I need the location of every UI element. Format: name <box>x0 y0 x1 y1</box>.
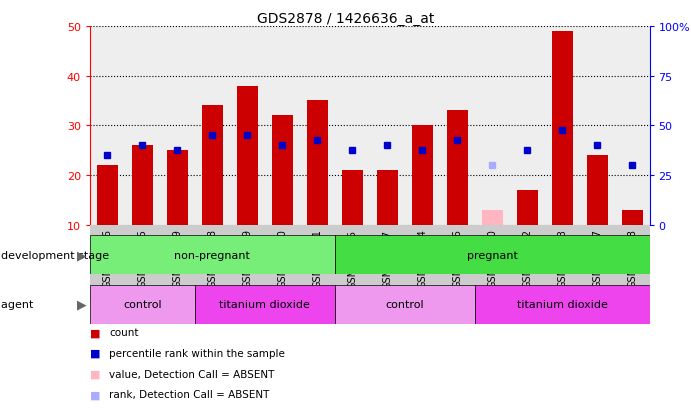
Text: GDS2878 / 1426636_a_at: GDS2878 / 1426636_a_at <box>257 12 434 26</box>
Bar <box>377 171 398 225</box>
Text: GSM180982: GSM180982 <box>522 229 532 288</box>
Bar <box>334 285 475 324</box>
Bar <box>482 210 502 225</box>
Text: GSM180978: GSM180978 <box>207 229 217 288</box>
Text: GSM180984: GSM180984 <box>417 229 427 287</box>
Bar <box>334 235 650 275</box>
Text: value, Detection Call = ABSENT: value, Detection Call = ABSENT <box>109 369 274 379</box>
Text: rank, Detection Call = ABSENT: rank, Detection Call = ABSENT <box>109 389 269 399</box>
Text: GSM180986: GSM180986 <box>452 229 462 287</box>
Text: titanium dioxide: titanium dioxide <box>517 299 607 310</box>
Bar <box>90 235 334 275</box>
Bar <box>307 101 328 225</box>
Bar <box>97 166 117 225</box>
Bar <box>202 106 223 225</box>
Bar <box>132 146 153 225</box>
Text: GSM180989: GSM180989 <box>172 229 182 287</box>
Text: GSM180983: GSM180983 <box>557 229 567 287</box>
Text: ■: ■ <box>90 348 100 358</box>
Text: GSM180980: GSM180980 <box>277 229 287 287</box>
Text: ■: ■ <box>90 369 100 379</box>
Text: ▶: ▶ <box>77 249 86 261</box>
Bar <box>517 190 538 225</box>
Bar <box>237 86 258 225</box>
Bar <box>341 171 363 225</box>
Text: ■: ■ <box>90 328 100 337</box>
Text: GSM180976: GSM180976 <box>102 229 113 288</box>
Text: GSM180981: GSM180981 <box>312 229 322 287</box>
Text: ▶: ▶ <box>77 298 86 311</box>
Text: percentile rank within the sample: percentile rank within the sample <box>109 348 285 358</box>
Text: pregnant: pregnant <box>466 250 518 260</box>
Text: ■: ■ <box>90 389 100 399</box>
Text: titanium dioxide: titanium dioxide <box>219 299 310 310</box>
Text: control: control <box>386 299 424 310</box>
Bar <box>90 285 195 324</box>
Bar <box>622 210 643 225</box>
Text: GSM180987: GSM180987 <box>592 229 602 288</box>
Bar <box>587 156 607 225</box>
Bar <box>412 126 433 225</box>
Text: GSM180985: GSM180985 <box>138 229 147 288</box>
Text: control: control <box>123 299 162 310</box>
Text: GSM180975: GSM180975 <box>347 229 357 288</box>
Text: non-pregnant: non-pregnant <box>174 250 250 260</box>
Bar <box>446 111 468 225</box>
Text: GSM180977: GSM180977 <box>382 229 392 288</box>
Bar <box>475 285 650 324</box>
Text: development stage: development stage <box>1 250 113 260</box>
Text: agent: agent <box>1 299 37 310</box>
Text: GSM180988: GSM180988 <box>627 229 637 287</box>
Text: GSM180979: GSM180979 <box>243 229 252 288</box>
Bar <box>272 116 293 225</box>
Text: count: count <box>109 328 139 337</box>
Text: GSM180990: GSM180990 <box>487 229 497 287</box>
Bar <box>195 285 334 324</box>
Bar <box>551 32 573 225</box>
Bar <box>167 151 188 225</box>
